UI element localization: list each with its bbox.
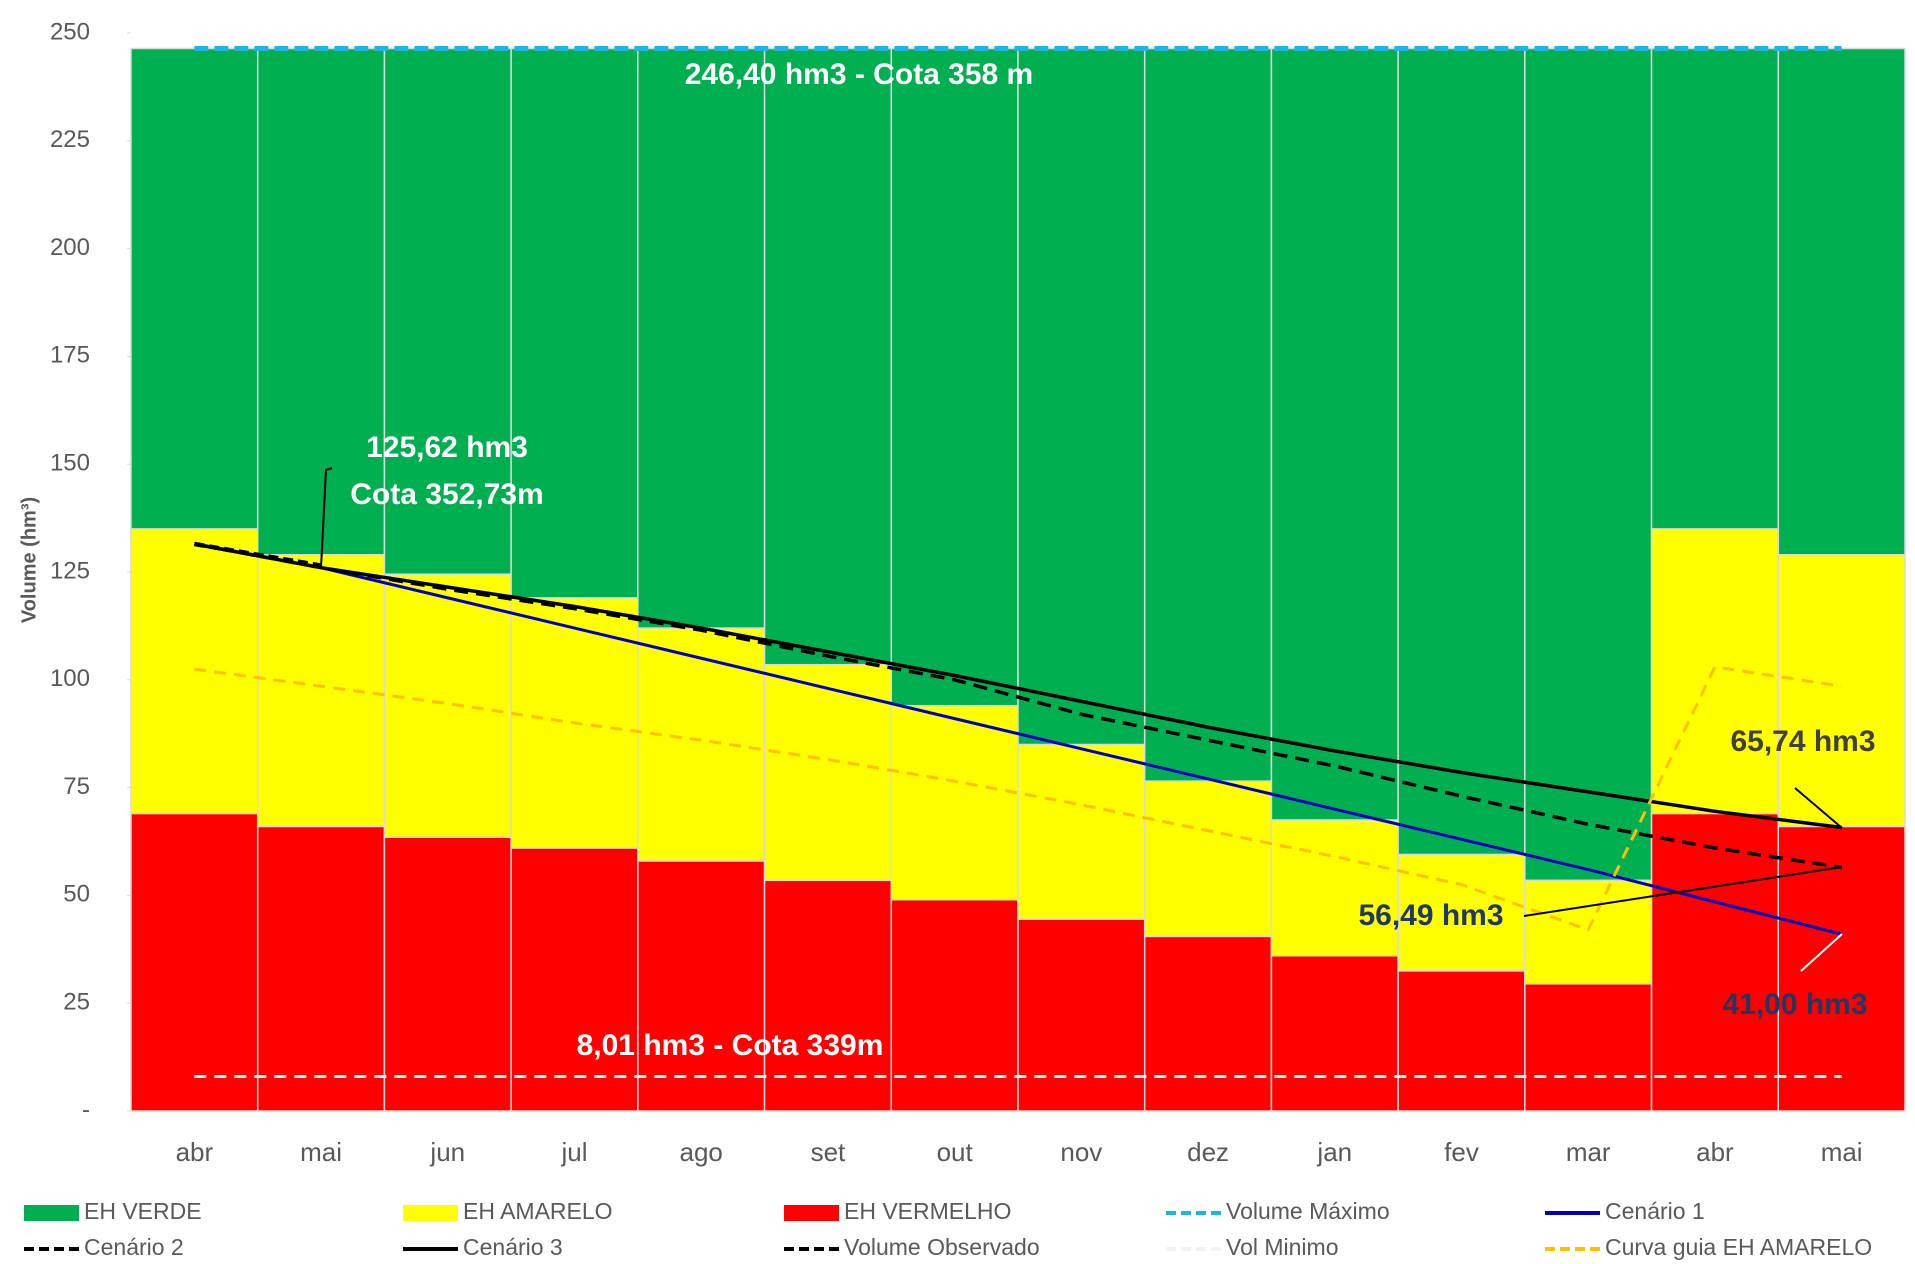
y-tick-label: 125 [50,557,90,584]
x-tick-label: fev [1444,1137,1479,1167]
x-tick-label: abr [176,1137,214,1167]
annotation: 56,49 hm3 [1358,899,1503,932]
legend-label: Volume Máximo [1226,1198,1390,1224]
y-tick-label: 25 [63,989,90,1016]
bar-segment [1524,47,1653,882]
bar-segment [510,847,639,1112]
legend-label: Curva guia EH AMARELO [1605,1234,1872,1260]
legend-label: Vol Minimo [1226,1234,1338,1260]
bar-segment [890,704,1019,901]
series-line [194,542,1842,870]
bar-segment [1650,528,1780,815]
legend-label: EH VERDE [84,1198,202,1224]
bar-segment [637,627,766,862]
annotation: 246,40 hm3 - Cota 358 m [685,58,1034,91]
bar-segment [1650,47,1780,530]
x-tick-label: set [811,1137,846,1167]
bar-segment [1777,825,1906,1112]
bar-segment [1017,743,1146,920]
x-tick-label: mai [1821,1137,1863,1167]
legend-label: Volume Observado [844,1234,1040,1260]
legend-swatch [403,1205,458,1221]
legend-swatch [24,1205,79,1221]
legend-label: Cenário 2 [84,1234,184,1260]
bar-segment [256,825,386,1112]
y-tick-label: 175 [50,342,90,369]
bar-segment [1397,970,1526,1112]
bar-segment [383,573,512,838]
y-tick-label: 150 [50,450,90,477]
legend-label: Cenário 3 [463,1234,563,1260]
y-axis-label: Volume (hm³) [18,497,40,623]
leader-line [320,467,333,569]
bar-segment [1777,554,1906,828]
bar-segment [763,663,893,882]
bar-segment [890,47,1019,707]
y-tick-label: 225 [50,126,90,153]
leader-line [1800,933,1843,972]
series-line [194,542,1843,936]
bar-segment [1777,47,1906,556]
x-tick-label: dez [1187,1137,1229,1167]
bar-segment [510,47,639,599]
bar-segment [130,47,259,530]
bar-segment [1143,780,1273,938]
bar-segment [1143,47,1273,782]
legend-label: Cenário 1 [1605,1198,1705,1224]
x-tick-label: jan [1316,1137,1352,1167]
bar-segment [1524,879,1653,985]
bar-segment [1270,955,1399,1112]
y-tick-label: 100 [50,665,90,692]
y-tick-label: 75 [63,773,90,800]
bar-segment [763,879,893,1112]
y-tick-label: 200 [50,234,90,261]
x-tick-label: mar [1566,1137,1611,1167]
leader-line [1523,866,1843,917]
annotation: 41,00 hm3 [1722,988,1867,1021]
bar-segment [890,898,1019,1112]
bar-segment [1270,819,1399,957]
series-line [193,541,322,568]
annotation: 8,01 hm3 - Cota 339m [577,1029,884,1062]
y-tick-label: 50 [63,881,90,908]
x-tick-label: nov [1060,1137,1102,1167]
y-tick-label: 250 [50,18,90,45]
bar-segment [1017,47,1146,746]
x-tick-label: jun [429,1137,465,1167]
bar-segment [256,554,386,828]
bar-segment [1017,918,1146,1112]
x-tick-label: ago [680,1137,723,1167]
legend-label: EH VERMELHO [844,1198,1011,1224]
bar-segment [130,528,259,815]
x-tick-label: out [937,1137,974,1167]
x-tick-label: jul [560,1137,587,1167]
bar-segment [256,47,386,556]
bar-segment [637,47,766,629]
series-line [194,542,1842,830]
bar-segment [1650,812,1780,1112]
bar-segment [1270,47,1399,821]
bar-segment [383,47,512,575]
bar-segment [130,812,259,1112]
annotation: 125,62 hm3 [366,431,528,464]
x-tick-label: mai [300,1137,342,1167]
legend-swatch [784,1205,839,1221]
y-tick-label: - [82,1096,90,1123]
x-tick-label: abr [1696,1137,1734,1167]
leader-line [1794,787,1843,829]
bar-segment [383,836,512,1112]
legend-label: EH AMARELO [463,1198,613,1224]
annotation: 65,74 hm3 [1730,725,1875,758]
bar-segment [1143,935,1273,1112]
annotation: Cota 352,73m [350,478,543,511]
bar-segment [1524,983,1653,1112]
bar-segment [1397,47,1526,856]
bar-segment [637,860,766,1112]
bar-segment [763,47,893,666]
